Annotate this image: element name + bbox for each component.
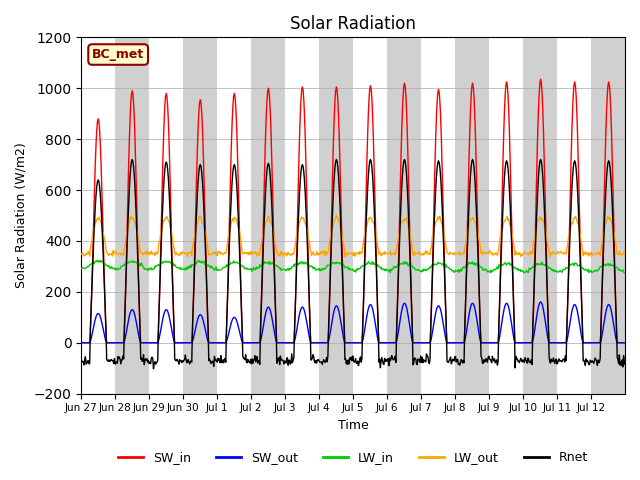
Bar — [353, 37, 387, 394]
Title: Solar Radiation: Solar Radiation — [290, 15, 416, 33]
Bar — [115, 37, 149, 394]
Bar — [557, 37, 591, 394]
Bar — [455, 37, 489, 394]
Bar — [387, 37, 421, 394]
Bar — [489, 37, 523, 394]
Bar — [591, 37, 625, 394]
Bar — [285, 37, 319, 394]
Bar — [149, 37, 183, 394]
Legend: SW_in, SW_out, LW_in, LW_out, Rnet: SW_in, SW_out, LW_in, LW_out, Rnet — [113, 446, 593, 469]
Bar — [421, 37, 455, 394]
Bar — [523, 37, 557, 394]
Bar — [217, 37, 251, 394]
Bar — [251, 37, 285, 394]
Y-axis label: Solar Radiation (W/m2): Solar Radiation (W/m2) — [15, 143, 28, 288]
Bar — [183, 37, 217, 394]
Bar — [81, 37, 115, 394]
X-axis label: Time: Time — [338, 419, 369, 432]
Text: BC_met: BC_met — [92, 48, 144, 61]
Bar — [319, 37, 353, 394]
